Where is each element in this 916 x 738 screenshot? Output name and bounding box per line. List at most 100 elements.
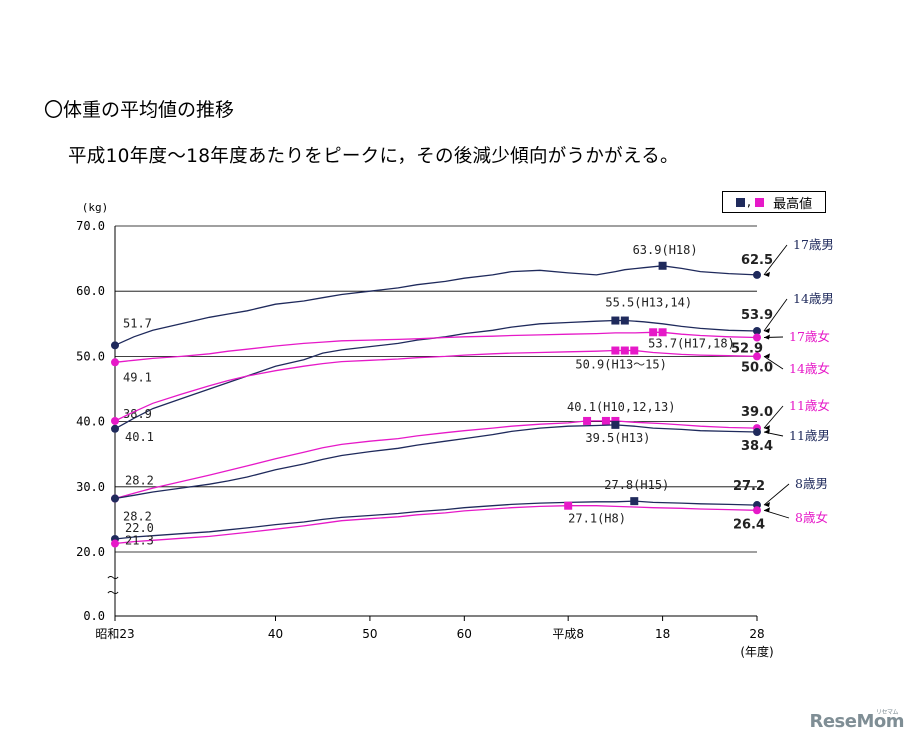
start-marker — [111, 494, 119, 503]
peak-marker — [630, 497, 639, 506]
end-value-label: 39.0 — [741, 405, 773, 420]
end-marker — [753, 506, 761, 515]
series-name-arrow — [763, 356, 784, 370]
peak-marker — [649, 328, 658, 337]
peak-marker — [564, 501, 573, 510]
peak-value-label: 55.5(H13,14) — [605, 296, 692, 310]
end-marker — [753, 326, 761, 335]
start-value-label: 22.0 — [125, 521, 154, 535]
legend-separator: , — [746, 194, 752, 210]
peak-value-label: 50.9(H13〜15) — [575, 358, 666, 372]
legend-girl-marker — [755, 197, 765, 207]
y-tick-label: 60.0 — [76, 284, 105, 298]
peak-marker — [611, 346, 620, 355]
peak-marker — [620, 316, 629, 325]
series-name-arrowhead — [764, 327, 770, 333]
x-tick-label: 昭和23 — [95, 627, 134, 641]
peak-marker — [658, 328, 667, 337]
peak-value-label: 39.5(H13) — [585, 431, 650, 445]
end-value-label: 62.5 — [741, 253, 773, 268]
series-name-arrowhead — [764, 502, 770, 508]
page-subheading: 平成10年度～18年度あたりをピークに，その後減少傾向がうかがえる。 — [68, 146, 679, 167]
legend-label: 最高値 — [773, 196, 813, 212]
end-marker — [753, 428, 761, 437]
start-value-label: 38.9 — [123, 407, 152, 421]
series-line — [114, 500, 758, 540]
peak-marker — [658, 261, 667, 270]
series-name-arrow — [763, 405, 784, 429]
end-value-label: 50.0 — [741, 360, 773, 375]
axis-break-mark: 〜 — [107, 586, 119, 600]
start-marker — [111, 539, 119, 548]
end-value-label: 26.4 — [733, 517, 765, 532]
series-line — [114, 319, 758, 430]
legend-box: , 最高値 — [722, 191, 826, 213]
series-name-arrowhead — [764, 507, 770, 513]
x-tick-label: 18 — [655, 627, 670, 641]
series-name-arrowhead — [764, 429, 770, 435]
series-line — [114, 505, 758, 545]
y-tick-label: 40.0 — [76, 415, 105, 429]
start-value-label: 28.2 — [125, 474, 154, 488]
resemom-logo: ReseMom リセマム — [809, 709, 904, 732]
series-name-arrow — [763, 298, 788, 332]
peak-marker — [583, 416, 592, 425]
x-tick-label: 60 — [457, 627, 472, 641]
series-name-label: 11歳女 — [789, 398, 830, 413]
peak-marker — [611, 316, 620, 325]
peak-value-label: 53.7(H17,18) — [648, 336, 735, 350]
series-name-label: 8歳女 — [795, 510, 828, 525]
x-tick-label: 28 — [749, 627, 764, 641]
end-marker — [753, 270, 761, 279]
peak-marker — [620, 346, 629, 355]
series-name-label: 14歳男 — [793, 291, 834, 306]
end-marker — [753, 352, 761, 361]
y-tick-label: 50.0 — [76, 349, 105, 363]
series-name-label: 8歳男 — [795, 476, 828, 491]
y-tick-label: 30.0 — [76, 480, 105, 494]
peak-value-label: 63.9(H18) — [633, 243, 698, 257]
watermark-text: ReseMom — [809, 711, 904, 732]
series-line — [114, 424, 758, 500]
page-heading: 〇体重の平均値の推移 — [44, 99, 235, 121]
series-name-label: 17歳男 — [793, 237, 834, 252]
start-value-label: 49.1 — [123, 370, 152, 384]
start-value-label: 40.1 — [125, 430, 154, 444]
series-line — [114, 420, 758, 500]
peak-value-label: 40.1(H10,12,13) — [567, 400, 675, 414]
legend-boy-marker — [735, 197, 745, 207]
end-value-label: 38.4 — [741, 439, 773, 454]
y-tick-label: 70.0 — [76, 219, 105, 233]
peak-marker — [601, 416, 610, 425]
end-value-label: 52.9 — [731, 341, 763, 356]
peak-marker — [611, 420, 620, 429]
axis-break-mark: 〜 — [107, 571, 119, 585]
end-value-label: 27.2 — [733, 479, 765, 494]
y-tick-label: 0.0 — [83, 609, 105, 623]
series-name-arrow — [763, 483, 790, 506]
start-value-label: 21.3 — [125, 534, 154, 548]
end-value-label: 53.9 — [741, 308, 773, 323]
x-unit-label: (年度) — [740, 644, 773, 659]
x-tick-label: 平成8 — [552, 627, 584, 641]
series-name-label: 17歳女 — [789, 329, 830, 344]
x-tick-label: 40 — [268, 627, 283, 641]
series-name-arrowhead — [764, 425, 770, 431]
series-name-arrow — [763, 244, 788, 276]
series-name-label: 11歳男 — [789, 428, 830, 443]
x-tick-label: 50 — [362, 627, 377, 641]
y-tick-label: 20.0 — [76, 545, 105, 559]
start-marker — [111, 358, 119, 367]
series-name-arrowhead — [764, 271, 770, 277]
series-line — [114, 349, 758, 422]
start-marker — [111, 416, 119, 425]
start-marker — [111, 424, 119, 433]
start-value-label: 28.2 — [123, 510, 152, 524]
series-name-label: 14歳女 — [789, 361, 830, 376]
series-name-arrowhead — [764, 334, 770, 340]
end-marker — [753, 333, 761, 342]
start-value-label: 51.7 — [123, 316, 152, 330]
start-marker — [111, 341, 119, 350]
series-name-arrowhead — [764, 353, 770, 359]
